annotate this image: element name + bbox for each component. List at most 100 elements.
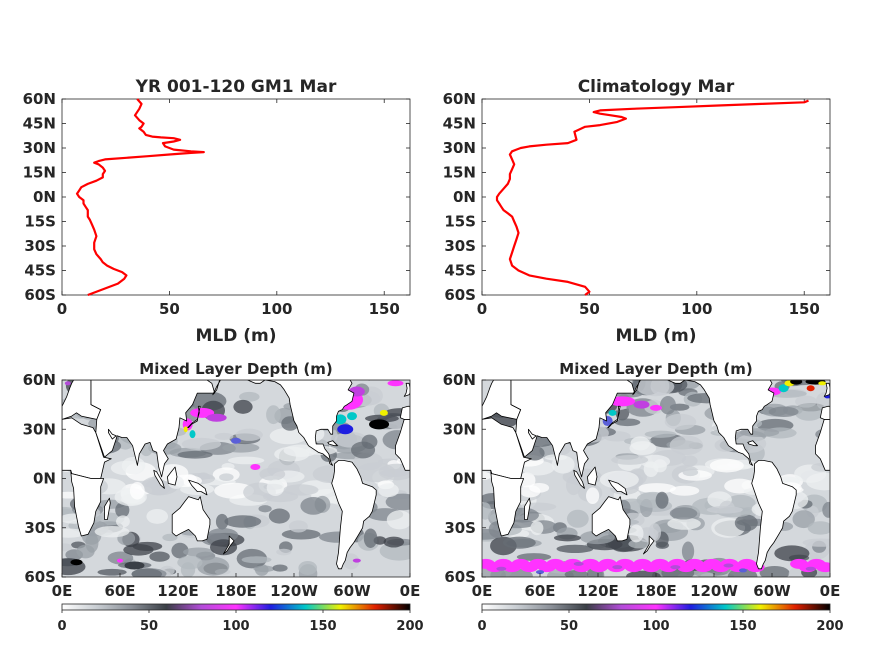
mld-patch xyxy=(183,547,214,557)
land-namerica xyxy=(247,380,355,466)
mld-hot xyxy=(206,413,227,422)
colorbar-tick-label: 50 xyxy=(560,619,578,634)
x-tick-label: 120E xyxy=(157,582,199,600)
land-asia xyxy=(510,380,636,478)
x-tick-label: 50 xyxy=(159,300,180,318)
mld-patch xyxy=(518,472,536,489)
mld-hot xyxy=(633,400,650,409)
land-kamchatka xyxy=(632,380,641,396)
mld-patch xyxy=(171,542,189,559)
mld-patch xyxy=(669,507,698,520)
mld-patch xyxy=(385,493,410,511)
x-tick-label: 50 xyxy=(579,300,600,318)
mld-patch xyxy=(215,513,229,530)
mld-patch xyxy=(241,556,272,564)
mld-patch xyxy=(614,418,641,427)
mld-hot xyxy=(183,426,188,433)
x-tick-label: 0 xyxy=(477,300,487,318)
mld-patch xyxy=(586,487,600,505)
mld-patch xyxy=(253,565,275,573)
y-tick-label: 15S xyxy=(444,213,476,231)
y-tick-label: 30S xyxy=(444,519,476,537)
x-tick-label: 120W xyxy=(690,582,738,600)
mld-patch xyxy=(659,396,677,415)
y-tick-label: 60S xyxy=(24,286,56,304)
land-africaSouth xyxy=(490,469,524,537)
land-borneo xyxy=(587,466,598,486)
mld-patch xyxy=(266,479,285,497)
plot-area xyxy=(61,98,411,296)
series-line-1 xyxy=(75,98,205,297)
mld-patch xyxy=(274,446,310,462)
mld-hot xyxy=(496,566,507,571)
mld-patch xyxy=(283,484,319,496)
mld-patch xyxy=(653,459,667,473)
mld-patch xyxy=(792,510,815,529)
mld-hot xyxy=(70,559,83,566)
mld-patch xyxy=(553,534,581,542)
x-tick-label: 150 xyxy=(789,300,820,318)
y-tick-label: 60S xyxy=(24,568,56,586)
x-tick-label: 0E xyxy=(400,582,421,600)
mld-patch xyxy=(281,529,321,540)
land-nz xyxy=(222,535,235,555)
land-madagascar xyxy=(524,497,531,520)
mld-hot xyxy=(64,381,71,386)
mld-patch xyxy=(121,456,146,475)
y-tick-label: 45S xyxy=(444,262,476,280)
mld-patch xyxy=(62,543,73,552)
mld-patch xyxy=(637,483,676,494)
land-samerica xyxy=(331,459,377,570)
mld-patch xyxy=(276,548,292,556)
land-westAfrica xyxy=(395,418,410,471)
mld-patch xyxy=(342,553,360,570)
mld-patch xyxy=(482,471,492,481)
colorbar xyxy=(481,603,831,611)
colorbar-tick-label: 200 xyxy=(396,619,423,634)
colorbar-tick-label: 150 xyxy=(729,619,756,634)
y-tick-label: 60S xyxy=(444,568,476,586)
mld-patch xyxy=(177,450,213,459)
colorbar-tick-label: 150 xyxy=(309,619,336,634)
y-tick-label: 0N xyxy=(453,470,476,488)
land-newGuinea xyxy=(188,479,208,496)
mld-patch xyxy=(123,544,154,556)
mld-patch xyxy=(794,403,824,421)
mld-patch xyxy=(768,406,799,417)
y-tick-label: 60S xyxy=(444,286,476,304)
mld-patch xyxy=(681,455,698,467)
land-japan xyxy=(187,405,201,429)
mld-patch xyxy=(177,555,203,570)
land-iberia xyxy=(399,405,410,420)
mld-patch xyxy=(655,491,669,509)
mld-patch xyxy=(706,505,743,514)
mld-hot xyxy=(790,380,803,385)
mld-patch xyxy=(519,485,541,498)
mld-patch xyxy=(611,454,649,465)
mld-patch xyxy=(378,463,410,481)
mld-patch xyxy=(579,530,615,545)
mld-patch xyxy=(516,553,552,561)
mld-hot xyxy=(818,381,827,386)
x-tick-label: 0E xyxy=(820,582,841,600)
x-tick-label: 100 xyxy=(261,300,292,318)
mld-hot xyxy=(573,561,584,566)
mld-patch xyxy=(759,565,790,577)
x-tick-label: 0E xyxy=(52,582,73,600)
mld-hot xyxy=(189,430,196,439)
land-madagascar xyxy=(104,497,111,520)
mld-hot xyxy=(816,562,830,573)
mld-patch xyxy=(802,538,830,547)
mld-patch xyxy=(565,475,582,496)
mld-patch xyxy=(682,468,699,477)
y-tick-label: 45N xyxy=(443,115,476,133)
mld-patch xyxy=(378,483,399,498)
mld-patch xyxy=(664,413,697,430)
land-arabiaGulf xyxy=(108,428,117,440)
y-tick-label: 30N xyxy=(23,420,56,438)
land-cuba xyxy=(747,440,758,447)
mld-patch xyxy=(629,524,644,543)
